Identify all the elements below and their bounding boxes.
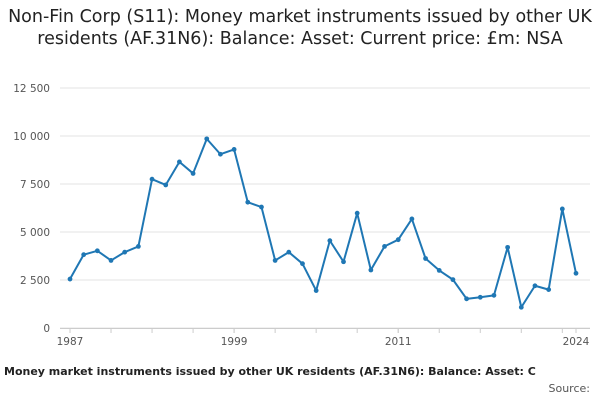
y-tick-label: 12 500 <box>13 83 50 95</box>
data-point <box>518 304 524 310</box>
data-point <box>477 294 483 300</box>
data-point <box>245 199 251 205</box>
data-point <box>395 237 401 243</box>
data-point <box>231 147 237 152</box>
data-point <box>259 204 264 210</box>
data-point <box>341 259 346 265</box>
data-point <box>354 210 360 216</box>
data-point <box>300 261 305 267</box>
data-point <box>286 249 292 255</box>
data-point <box>423 256 428 261</box>
data-point <box>218 151 223 157</box>
y-tick-label: 5 000 <box>20 227 50 239</box>
data-point <box>573 270 579 276</box>
data-point <box>177 159 182 165</box>
x-tick-label: 1987 <box>57 336 84 348</box>
data-point <box>204 136 210 142</box>
data-point <box>532 283 538 289</box>
data-point <box>190 171 196 176</box>
data-point <box>382 244 387 249</box>
data-point <box>94 248 100 254</box>
data-point <box>163 182 169 188</box>
data-point <box>409 216 415 222</box>
data-point <box>546 287 552 292</box>
y-tick-label: 0 <box>43 323 50 335</box>
data-point <box>464 296 469 302</box>
data-point <box>450 277 456 283</box>
y-tick-label: 7 500 <box>20 179 50 191</box>
series-line <box>69 137 577 309</box>
data-point <box>313 288 319 293</box>
data-point <box>327 238 333 244</box>
source-label: Source: <box>548 382 591 395</box>
data-point <box>368 267 374 273</box>
chart-title: Non-Fin Corp (S11): Money market instrum… <box>8 7 592 49</box>
data-point <box>122 249 128 255</box>
data-point <box>505 244 511 250</box>
y-tick-label: 10 000 <box>13 131 50 143</box>
y-tick-label: 2 500 <box>20 275 50 287</box>
data-point <box>491 292 497 298</box>
x-tick-label: 1999 <box>221 336 248 348</box>
data-point <box>67 276 73 282</box>
data-point <box>149 176 155 182</box>
data-point <box>559 206 565 212</box>
x-tick-label: 2024 <box>563 336 590 348</box>
footer-caption: Money market instruments issued by other… <box>4 365 536 378</box>
data-point <box>81 252 87 258</box>
data-point <box>108 258 114 263</box>
data-point <box>135 244 141 249</box>
data-point <box>272 258 278 263</box>
data-point <box>436 268 442 273</box>
x-tick-label: 2011 <box>385 336 412 348</box>
